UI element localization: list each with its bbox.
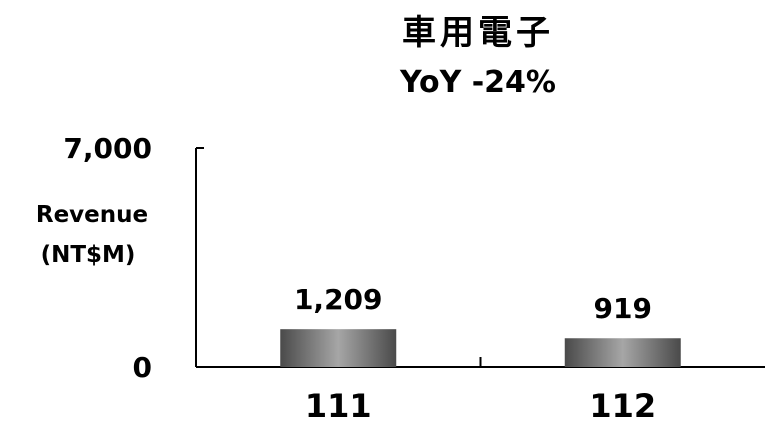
y-tick-label: 7,000 (63, 132, 152, 165)
chart-title: 車用電子 (402, 13, 554, 53)
x-category-label-111: 111 (305, 387, 372, 425)
data-label-112: 919 (594, 292, 652, 325)
y-axis-label-line-2: (NT$M) (41, 242, 136, 268)
chart-subtitle: YoY -24% (399, 65, 556, 100)
x-category-label-112: 112 (589, 387, 656, 425)
bar-112 (564, 338, 681, 367)
y-axis-label-line-1: Revenue (36, 202, 148, 228)
bar-111 (280, 329, 397, 367)
data-label-111: 1,209 (294, 283, 383, 316)
y-tick-label: 0 (133, 351, 152, 384)
